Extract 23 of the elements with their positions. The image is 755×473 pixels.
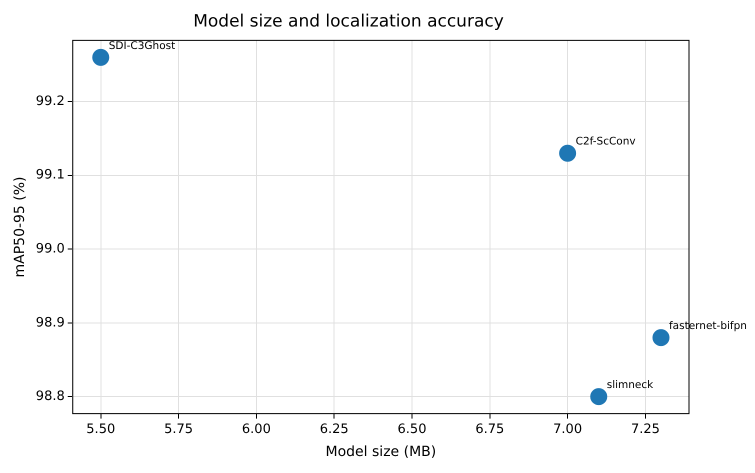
x-tick-label: 7.25 (630, 422, 660, 437)
annotation: C2f-ScConv (576, 136, 636, 148)
x-tick-label: 6.25 (320, 422, 349, 437)
y-tick-label: 98.8 (36, 389, 65, 404)
y-tick-label: 99.1 (36, 168, 65, 183)
x-tick-label: 6.50 (398, 422, 426, 437)
point (590, 388, 608, 406)
x-tick-label: 6.75 (475, 422, 504, 437)
y-tick-label: 99.2 (36, 94, 65, 109)
x-tick-label: 7.00 (553, 422, 582, 437)
annotation: SDI-C3Ghost (108, 40, 176, 52)
point (652, 329, 670, 346)
x-axis-title: Model size (MB) (326, 444, 436, 460)
y-axis-title: mAP50-95 (%) (12, 176, 28, 278)
point (559, 144, 576, 162)
y-tick-label: 99.0 (36, 242, 65, 256)
x-tick-label: 6.00 (242, 422, 271, 437)
x-tick-label: 5.50 (86, 422, 116, 437)
x-tick-label: 5.75 (164, 422, 194, 437)
point (92, 48, 110, 66)
chart-title: Model size and localization accuracy (193, 12, 504, 32)
y-tick-label: 98.9 (36, 315, 65, 330)
annotation: slimneck (606, 379, 654, 392)
